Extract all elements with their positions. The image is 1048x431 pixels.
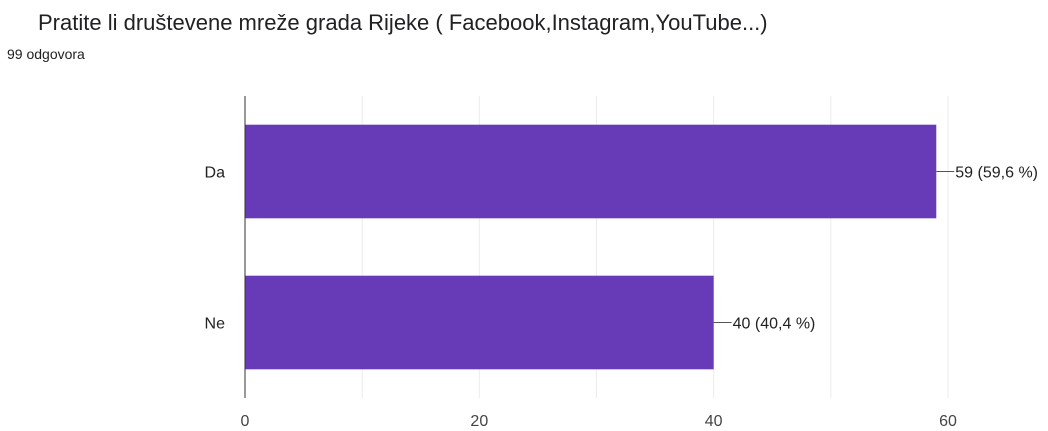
bar xyxy=(245,275,714,370)
category-label: Da xyxy=(205,165,226,182)
category-label: Ne xyxy=(205,316,226,333)
x-tick-label: 60 xyxy=(939,413,957,426)
data-label: 59 (59,6 %) xyxy=(955,165,1038,182)
question-title: Pratite li društevene mreže grada Rijeke… xyxy=(38,10,768,35)
response-count: 99 odgovora xyxy=(7,46,85,62)
x-tick-label: 0 xyxy=(241,413,250,426)
data-label: 40 (40,4 %) xyxy=(733,316,816,333)
x-tick-label: 40 xyxy=(705,413,723,426)
x-tick-label: 20 xyxy=(470,413,488,426)
bar xyxy=(245,124,937,219)
